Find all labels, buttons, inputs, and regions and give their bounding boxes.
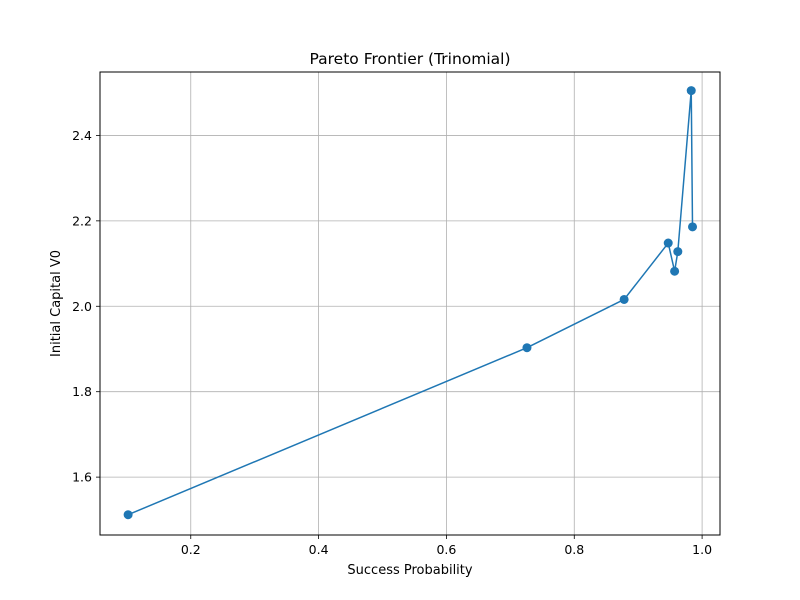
data-point bbox=[619, 294, 629, 304]
x-tick-label: 0.6 bbox=[436, 542, 456, 557]
x-tick-label: 1.0 bbox=[692, 542, 712, 557]
grid-lines bbox=[100, 72, 720, 535]
series-line bbox=[127, 89, 694, 516]
x-tick-label: 0.8 bbox=[564, 542, 584, 557]
x-tick-label: 0.2 bbox=[181, 542, 201, 557]
data-point bbox=[673, 247, 683, 257]
data-point bbox=[522, 343, 532, 353]
data-point bbox=[123, 510, 133, 520]
chart-title: Pareto Frontier (Trinomial) bbox=[309, 50, 510, 68]
y-tick-label: 1.8 bbox=[72, 384, 92, 399]
series-layer bbox=[123, 86, 698, 520]
y-tick-label: 2.2 bbox=[72, 213, 92, 228]
y-axis-ticks: 1.6 1.8 2.0 2.2 2.4 bbox=[72, 128, 100, 485]
data-point bbox=[663, 238, 673, 248]
x-tick-label: 0.4 bbox=[309, 542, 329, 557]
y-axis-label: Initial Capital V0 bbox=[49, 250, 64, 357]
x-axis-label: Success Probability bbox=[347, 563, 472, 578]
data-point bbox=[688, 222, 698, 232]
data-point bbox=[670, 266, 680, 276]
y-tick-label: 1.6 bbox=[72, 470, 92, 485]
data-point bbox=[686, 86, 696, 96]
x-axis-ticks: 0.2 0.4 0.6 0.8 1.0 bbox=[181, 535, 712, 557]
plot-frame bbox=[99, 71, 721, 536]
y-tick-label: 2.0 bbox=[72, 299, 92, 314]
y-tick-label: 2.4 bbox=[72, 128, 92, 143]
